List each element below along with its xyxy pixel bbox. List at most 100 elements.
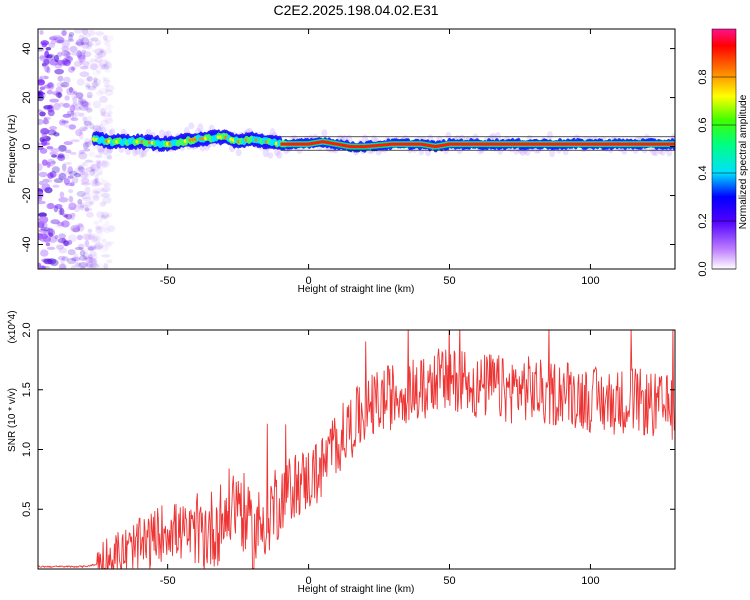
colorbar-tick-label: 0.0 <box>697 261 709 276</box>
spectrogram-noise-cell <box>82 162 87 167</box>
spectrogram-noise-cell <box>50 147 61 153</box>
spectrogram-noise-cell <box>85 234 91 241</box>
snr-x-label: Height of straight line (km) <box>298 584 415 595</box>
spectrogram-noise-cell <box>39 86 46 91</box>
spectrogram-noise-cell <box>82 61 90 67</box>
spectrogram-noise-cell <box>94 57 103 63</box>
spectrogram-noise-cell <box>43 116 51 121</box>
spectrogram-marks <box>38 29 675 269</box>
snr-panel: -50 0 50 100 0.5 1.0 1.5 2.0 Height of straight… <box>7 310 676 595</box>
spectrogram-noise-cell <box>78 261 89 268</box>
spectrogram-noise-cell <box>73 29 83 34</box>
spectrogram-noise-cell <box>71 256 81 262</box>
spectrogram-noise-cell <box>82 248 90 253</box>
spectrogram-noise-cell <box>38 146 44 150</box>
spectrogram-noise-cell <box>78 152 88 160</box>
spectrogram-halo-cell <box>197 123 204 133</box>
spectrogram-noise-cell <box>80 177 90 184</box>
colorbar-gradient <box>711 28 737 270</box>
spectrogram-noise-cell <box>69 112 75 120</box>
spectrogram-noise-cell <box>57 153 65 159</box>
spectrogram-noise-cell <box>86 211 94 218</box>
spectrogram-halo-cell <box>276 150 283 159</box>
colorbar-label: Normalized spectral amplitude <box>738 94 749 229</box>
spectrogram-noise-cell <box>102 196 112 204</box>
spectrogram-noise-cell <box>95 153 103 158</box>
spectrogram-noise-cell <box>73 253 79 260</box>
spectrogram-noise-cell <box>79 112 85 117</box>
spectrogram-noise-cell <box>48 42 55 49</box>
spectrogram-noise-cell <box>77 52 86 60</box>
spectrogram-noise-cell <box>87 41 94 47</box>
spectrogram-noise-cell <box>60 265 67 269</box>
spectrogram-noise-cell <box>90 195 100 201</box>
spectrogram-noise-cell <box>40 249 49 257</box>
spectrogram-noise-cell <box>70 212 76 218</box>
spectrogram-noise-cell <box>60 82 70 88</box>
spectrogram-x-tick-label: -50 <box>160 275 176 287</box>
spectrogram-noise-cell <box>92 178 98 184</box>
spectrogram-noise-cell <box>38 180 45 186</box>
colorbar-tick-label: 0.6 <box>697 117 709 132</box>
spectrogram-noise-cell <box>42 179 53 183</box>
spectrogram-noise-cell <box>58 119 66 126</box>
spectrogram-noise-cell <box>86 91 93 99</box>
spectrogram-noise-cell <box>94 78 102 87</box>
spectrogram-halo-cell <box>138 148 145 159</box>
spectrogram-noise-cell <box>103 228 111 234</box>
spectrogram-noise-cell <box>103 63 111 68</box>
spectrogram-noise-cell <box>92 233 100 241</box>
spectrogram-noise-cell <box>70 110 75 117</box>
spectrogram-noise-cell <box>57 175 65 179</box>
spectrogram-noise-cell <box>87 265 96 269</box>
spectrogram-noise-cell <box>101 180 110 187</box>
spectrogram-noise-cell <box>100 50 107 56</box>
spectrogram-noise-cell <box>76 39 81 45</box>
spectrogram-noise-cell <box>85 166 95 173</box>
spectrogram-noise-cell <box>107 225 116 233</box>
spectrogram-noise-cell <box>100 215 107 220</box>
spectrogram-noise-cell <box>58 263 67 269</box>
spectrogram-noise-cell <box>49 98 60 103</box>
spectrogram-noise-cell <box>73 167 81 174</box>
spectrogram-noise-cell <box>56 81 65 88</box>
spectrogram-noise-cell <box>69 104 76 113</box>
spectrogram-noise-cell <box>84 172 91 179</box>
spectrogram-noise-cell <box>61 84 68 88</box>
spectrogram-noise-cell <box>92 80 98 88</box>
spectrogram-noise-cell <box>39 238 49 242</box>
spectrogram-noise-cell <box>96 172 102 176</box>
spectrogram-noise-cell <box>95 58 100 64</box>
spectrogram-noise-cell <box>88 38 93 44</box>
spectrogram-noise-cell <box>98 63 106 70</box>
spectrogram-noise-cell <box>75 92 84 99</box>
spectrogram-noise-cell <box>101 238 107 243</box>
spectrogram-noise-cell <box>71 257 77 262</box>
spectrogram-noise-cell <box>101 76 107 81</box>
spectrogram-noise-cell <box>38 79 46 86</box>
spectrogram-noise-cell <box>92 235 102 243</box>
spectrogram-noise-cell <box>93 191 103 199</box>
spectrogram-noise-cell <box>84 207 90 212</box>
spectrogram-noise-cell <box>79 130 84 135</box>
spectrogram-noise-cell <box>77 201 84 210</box>
spectrogram-noise-cell <box>97 50 107 58</box>
spectrogram-noise-cell <box>38 228 49 233</box>
spectrogram-noise-cell <box>81 127 87 132</box>
spectrogram-noise-cell <box>76 234 83 241</box>
spectrogram-noise-cell <box>79 98 87 104</box>
spectrogram-noise-cell <box>88 200 95 205</box>
spectrogram-halo-cell <box>267 152 274 159</box>
spectrogram-noise-cell <box>78 126 88 132</box>
spectrogram-noise-cell <box>99 123 104 132</box>
spectrogram-noise-cell <box>103 241 113 246</box>
spectrogram-noise-cell <box>66 87 75 96</box>
spectrogram-noise-cell <box>79 255 87 262</box>
spectrogram-noise-cell <box>80 37 90 46</box>
spectrogram-noise-cell <box>66 51 71 59</box>
spectrogram-noise-cell <box>63 214 69 218</box>
spectrogram-noise-cell <box>43 117 48 125</box>
spectrogram-noise-cell <box>88 246 95 251</box>
spectrogram-noise-cell <box>81 42 90 49</box>
spectrogram-noise-cell <box>38 212 47 218</box>
